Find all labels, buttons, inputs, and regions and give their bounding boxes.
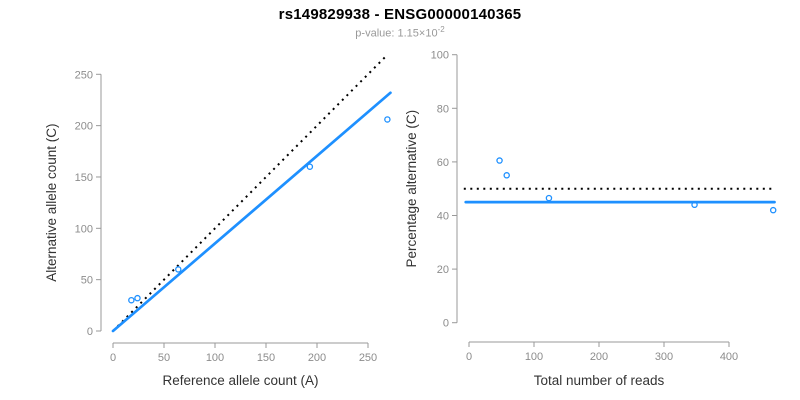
data-point [134,294,141,302]
x-tick-label: 0 [466,351,472,363]
data-point [306,163,314,170]
data-point [496,157,503,164]
y-axis-title: Alternative allele count (C) [44,123,59,281]
identity-line [112,54,389,332]
x-tick-label: 200 [590,351,608,363]
y-tick-label: 60 [437,157,449,169]
figure-title: rs149829938 - ENSG00000140365 [278,6,522,23]
data-point [503,172,510,179]
regression-line [111,91,392,333]
y-tick-label: 0 [443,318,449,330]
y-tick-label: 200 [75,121,93,133]
data-point [175,266,182,273]
data-point [128,296,135,304]
y-tick-label: 40 [437,211,449,223]
data-point [769,206,777,214]
y-axis-title: Percentage alternative (C) [404,110,419,268]
p-value-subtitle: p-value: 1.15×10-2 [0,25,800,40]
y-tick-label: 250 [75,69,93,81]
x-tick-label: 100 [206,352,224,364]
y-tick-label: 50 [81,275,93,287]
x-tick-label: 300 [655,351,673,363]
subtitle-exponent: -2 [437,25,445,34]
y-tick-label: 0 [87,326,93,338]
x-tick-label: 50 [158,352,170,364]
x-tick-label: 0 [110,352,116,364]
x-tick-label: 400 [720,351,738,363]
y-tick-label: 20 [437,264,449,276]
x-tick-label: 200 [308,352,326,364]
x-axis-title: Total number of reads [534,373,665,388]
x-axis-title: Reference allele count (A) [162,373,318,388]
data-point [545,194,553,202]
x-tick-label: 250 [359,352,377,364]
x-tick-label: 100 [525,351,543,363]
subtitle-value: 1.15×10 [397,27,438,40]
x-tick-label: 150 [257,352,275,364]
y-tick-label: 150 [75,172,93,184]
subtitle-label: p-value: [355,27,398,40]
data-point [384,116,391,123]
y-tick-label: 100 [75,223,93,235]
y-tick-label: 80 [437,103,449,115]
data-point [691,201,698,209]
y-tick-label: 100 [431,50,449,62]
